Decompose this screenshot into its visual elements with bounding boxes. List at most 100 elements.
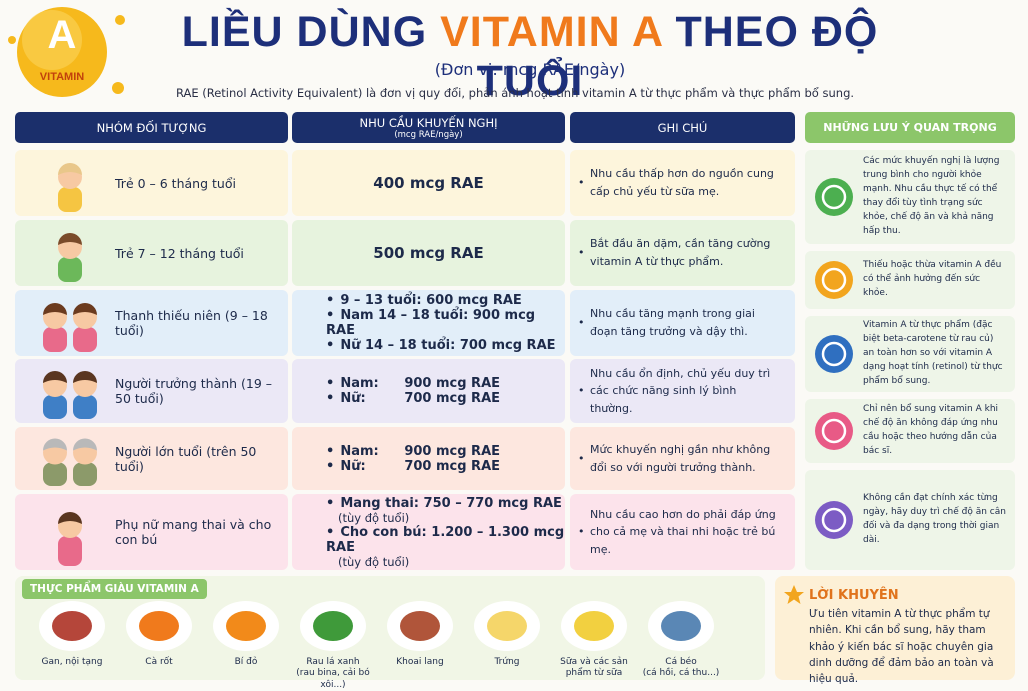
dot [115,15,125,25]
food-label: Cà rốt [113,657,205,668]
icon [58,233,82,282]
group-cell: Trẻ 7 – 12 tháng tuổi [15,220,288,286]
icon-shape [139,611,179,641]
dot [8,36,16,44]
bullet: • [326,443,335,459]
food-name: Khoai lang [396,657,444,667]
group-cell: Trẻ 0 – 6 tháng tuổi [15,150,288,216]
icon [387,601,453,651]
icon-shape [226,611,266,641]
need-value: 900 mcg RAE [404,376,501,391]
group-cell: Phụ nữ mang thai và cho con bú [15,494,288,570]
icon [58,163,82,212]
icon-shape [58,536,82,566]
icon-shape [73,395,97,419]
need-value: Mang thai: 750 – 770 mcg RAE [340,495,562,511]
needs-cell: • 9 – 13 tuổi: 600 mcg RAE • Nam 14 – 18 tu… [292,290,565,356]
title-part: LIỀU DÙNG [181,8,441,56]
need-item: 500 mcg RAE [373,244,483,262]
food-label: Rau lá xanh (rau bina, cải bó xôi...) [287,657,379,691]
food-label: Gan, nội tạng [26,657,118,668]
need-item: • Nam 14 – 18 tuổi: 900 mcg RAE [326,308,565,338]
group-label: Người lớn tuổi (trên 50 tuổi) [115,443,257,474]
column-title: GHI CHÚ [657,120,708,135]
icon-shape [43,371,67,383]
food-name: Rau lá xanh [306,657,360,667]
group-label: Trẻ 0 – 6 tháng tuổi [115,175,236,191]
column-title: NHÓM ĐỐI TƯỢNG [96,120,207,135]
need-sub: (tùy độ tuổi) [338,510,410,525]
icon-shape [815,178,853,216]
note-item: Chỉ nên bổ sung vitamin A khi chế độ ăn … [805,399,1015,463]
icon-shape [815,335,853,373]
icon-shape [821,418,847,444]
note-item: Không cần đạt chính xác từng ngày, hãy d… [805,470,1015,570]
badge-text: VITAMIN [40,71,84,83]
food-name: Cá béo [665,657,697,667]
note-text: Chỉ nên bổ sung vitamin A khi chế độ ăn … [863,404,999,456]
food-sub: (cá hồi, cá thu...) [642,668,720,679]
need-item: • Nữ: 700 mcg RAE [326,391,500,406]
note-text: Không cần đạt chính xác từng ngày, hãy d… [863,493,1006,545]
food-label: Bí đỏ [200,657,292,668]
foods-title: THỰC PHẨM GIÀU VITAMIN A [22,579,207,599]
icon-shape [43,438,67,451]
food-label: Trứng [461,657,553,668]
advice: LỜI KHUYÊN Ưu tiên vitamin A từ thực phẩ… [775,576,1015,685]
icon [58,512,82,566]
column-header: NHÓM ĐỐI TƯỢNG [15,112,288,143]
needs-cell: 500 mcg RAE [292,220,565,286]
need-value: 700 mcg RAE [404,391,501,406]
star-icon [784,585,804,604]
group-cell: Người trưởng thành (19 – 50 tuổi) [15,359,288,423]
icon-shape [487,611,527,641]
needs-cell: • Mang thai: 750 – 770 mcg RAE (tùy độ tuổ… [292,494,565,570]
column-header: NHU CẦU KHUYẾN NGHỊ (mcg RAE/ngày) [292,112,565,143]
icon-shape [313,611,353,641]
need-sub: (tùy độ tuổi) [338,554,410,569]
icon-shape [43,462,67,486]
icon-shape [821,267,847,293]
icon [126,601,192,651]
note-cell: Mức khuyến nghị gần như không đổi so với… [570,427,795,490]
need-item: • Mang thai: 750 – 770 mcg RAE [326,496,562,511]
need-label: Nam: [340,443,379,459]
icon [815,335,853,373]
food-name: Sữa và các sản phẩm từ sữa [560,657,628,679]
group-cell: Thanh thiếu niên (9 – 18 tuổi) [15,290,288,356]
dot [112,82,124,94]
icon-shape [73,438,97,451]
unit: (Đơn vị: mcg RAE/ngày) [434,60,626,79]
icon [815,261,853,299]
need-item: • Nữ: 700 mcg RAE [326,459,500,474]
icon-shape [815,501,853,539]
food-label: Khoai lang [374,657,466,668]
needs-cell: • Nam: 900 mcg RAE • Nữ: 700 mcg RAE [292,427,565,490]
bullet: • [326,293,335,308]
food-name: Trứng [494,657,520,667]
vitamin-badge: A VITAMIN [8,7,125,97]
icon-shape [58,233,82,245]
need-value: 9 – 13 tuổi: 600 mcg RAE [340,293,522,308]
food-sub: (rau bina, cải bó xôi...) [296,668,370,690]
icon-shape [73,371,97,383]
food-name: Gan, nội tạng [41,657,103,667]
icon-shape [52,611,92,641]
icon [474,601,540,651]
need-item: • Cho con bú: 1.200 – 1.300 mcg RAE [326,525,565,555]
need-item: • Nam: 900 mcg RAE [326,376,500,391]
need-item: • Nam: 900 mcg RAE [326,444,500,459]
column-subtitle: (mcg RAE/ngày) [394,129,463,140]
bullet: • [326,376,335,391]
note-cell: Bắt đầu ăn dặm, cần tăng cường vitamin A… [570,220,795,286]
need-value: Nam 14 – 18 tuổi: 900 mcg RAE [326,308,536,338]
icon [300,601,366,651]
icon [561,601,627,651]
note-text: Thiếu hoặc thừa vitamin A đều có thể ảnh… [863,260,1002,298]
food-name: Bí đỏ [234,657,258,667]
note-item: Vitamin A từ thực phẩm (đặc biệt beta-ca… [805,316,1015,392]
icon [43,303,97,352]
need-value: Cho con bú: 1.200 – 1.300 mcg RAE [326,524,565,555]
group-cell: Người lớn tuổi (trên 50 tuổi) [15,427,288,490]
